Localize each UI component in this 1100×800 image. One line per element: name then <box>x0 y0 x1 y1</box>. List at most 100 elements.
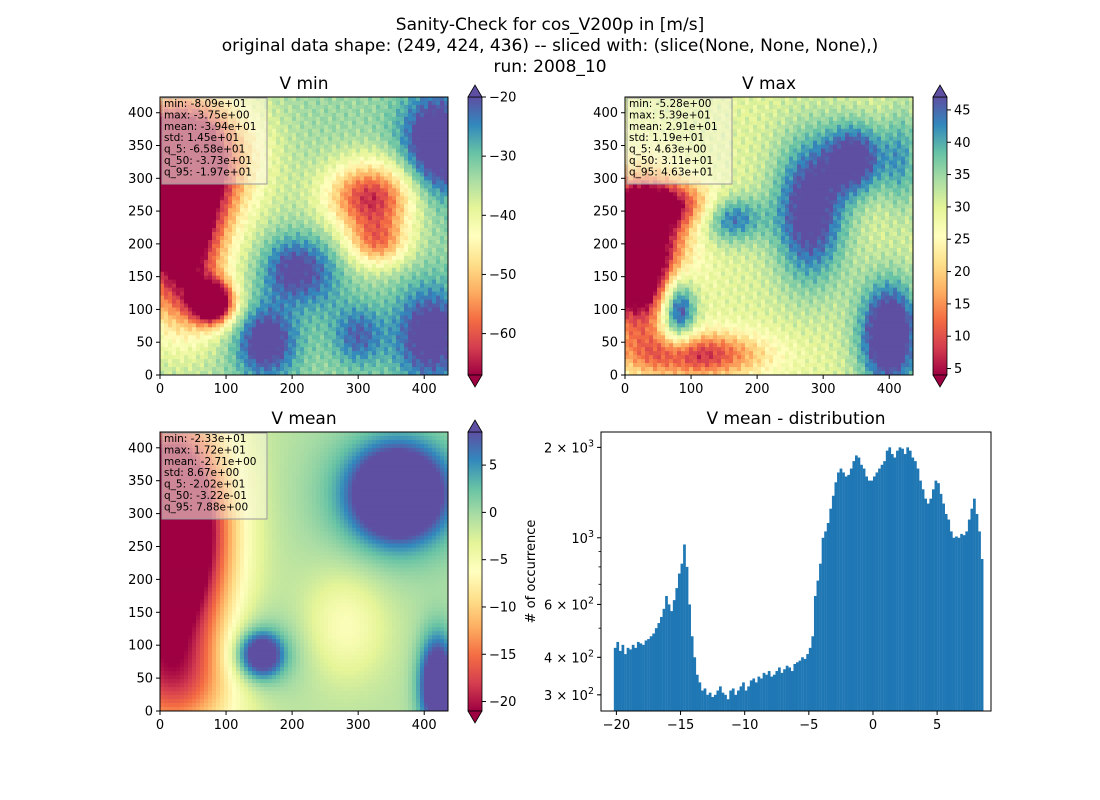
x-tick-label: 200 <box>745 382 770 397</box>
histogram-bar <box>670 611 673 711</box>
colorbar-body <box>932 96 948 376</box>
histogram-bar <box>642 644 645 711</box>
colorbar: −20 −15 −10 −5 0 5 <box>467 419 516 724</box>
y-tick-label: 200 <box>128 573 153 588</box>
plot-frame <box>600 431 992 712</box>
stats-line: q_50: 3.11e+01 <box>629 155 713 167</box>
histogram-bar <box>698 682 702 711</box>
histogram-bar <box>788 667 792 711</box>
histogram-bar <box>798 660 802 711</box>
figure-title-line-2: original data shape: (249, 424, 436) -- … <box>222 36 879 56</box>
x-tick-label: 0 <box>621 382 629 397</box>
colorbar-tick-label: −30 <box>489 150 516 165</box>
histogram-bar <box>875 472 879 711</box>
histogram-bar <box>865 476 868 711</box>
histogram-bar <box>821 537 825 711</box>
histogram-bar <box>775 671 779 711</box>
colorbar-tick-label: 20 <box>954 265 971 280</box>
histogram-bar <box>690 636 694 711</box>
subplot-vmin: V min 0 100 200 300 400 0 50 100 150 200 250 300 350 4… <box>128 74 516 397</box>
histogram-bar <box>695 674 699 711</box>
histogram-bar <box>965 531 969 711</box>
histogram-bar <box>811 636 815 711</box>
histogram-bar <box>657 623 661 711</box>
histogram-bar <box>767 671 771 711</box>
x-tick-label: 300 <box>346 718 371 733</box>
histogram-bar <box>921 489 925 711</box>
histogram-bar <box>908 450 912 711</box>
plot-frame <box>159 431 449 712</box>
histogram-bar <box>973 498 976 711</box>
y-tick-label: 250 <box>128 540 153 555</box>
x-tick-label: −15 <box>667 718 694 733</box>
histogram-bar <box>736 690 740 711</box>
histogram-bar <box>831 495 835 711</box>
x-tick-label: 300 <box>811 382 836 397</box>
colorbar-tick-label: 0 <box>489 506 497 521</box>
histogram-bar <box>772 674 776 711</box>
histogram-bar <box>931 489 935 711</box>
stats-line: max: 5.39e+01 <box>629 109 711 121</box>
histogram-bar <box>631 644 635 711</box>
histogram-bar <box>693 657 697 711</box>
histogram-bar <box>980 558 984 711</box>
stats-line: q_50: -3.73e+01 <box>164 155 252 167</box>
histogram-bar <box>703 688 707 711</box>
histogram-bar <box>893 457 897 711</box>
histogram-bar <box>713 694 717 711</box>
histogram-bar <box>924 498 928 711</box>
y-tick-label: 350 <box>128 139 153 154</box>
figure-title-line-3: run: 2008_10 <box>493 57 606 77</box>
y-tick-label: 400 <box>128 106 153 121</box>
histogram-bar <box>624 654 627 711</box>
y-tick-label: 100 <box>593 303 618 318</box>
histogram-bar <box>934 480 938 711</box>
figure-title: Sanity-Check for cos_V200p in [m/s] orig… <box>222 15 879 77</box>
histogram-bar <box>839 468 843 711</box>
y-tick-label: 100 <box>128 303 153 318</box>
histogram-bar <box>675 588 679 711</box>
y-tick-label: 2 × 103 <box>544 438 594 456</box>
histogram-bar <box>726 699 730 711</box>
y-tick-label: 250 <box>128 205 153 220</box>
colorbar-extend-top <box>932 84 948 98</box>
colorbar-tick-label: 30 <box>954 200 971 215</box>
histogram-bar <box>711 697 715 711</box>
histogram-bar <box>701 690 704 711</box>
subplot-title: V max <box>742 74 796 94</box>
histogram-bar <box>890 454 894 711</box>
stats-line: mean: -2.71e+00 <box>164 456 256 468</box>
x-tick-label: 5 <box>933 718 941 733</box>
histogram-bar <box>665 595 668 711</box>
histogram-bar <box>834 482 838 711</box>
histogram-bar <box>688 604 691 711</box>
histogram-bar <box>613 647 617 711</box>
plot-frame <box>624 96 914 376</box>
histogram-bar <box>862 468 866 711</box>
y-axis-label: # of occurrence <box>524 520 539 624</box>
histogram-bar <box>960 533 963 711</box>
colorbar-extend-bottom <box>932 374 948 388</box>
stats-line: min: -5.28e+00 <box>629 98 711 110</box>
histogram-bar <box>742 682 745 711</box>
colorbar-tick-label: −50 <box>489 268 516 283</box>
histogram-bar <box>855 455 858 711</box>
histogram-bar <box>867 480 871 711</box>
histogram-bar <box>916 468 920 711</box>
histogram-bar <box>888 447 892 711</box>
histogram-bar <box>896 450 899 711</box>
colorbar-tick-label: 10 <box>954 330 971 345</box>
histogram-bar <box>860 464 863 711</box>
colorbar-tick-label: 45 <box>954 103 971 118</box>
histogram-bar <box>826 522 830 711</box>
histogram-bar <box>806 654 809 711</box>
x-tick-label: −20 <box>603 718 630 733</box>
histogram-bar <box>636 641 640 711</box>
y-tick-label: 350 <box>128 474 153 489</box>
histogram-bar <box>647 639 650 711</box>
histogram-bar <box>654 628 658 711</box>
histogram-bar <box>629 649 632 711</box>
